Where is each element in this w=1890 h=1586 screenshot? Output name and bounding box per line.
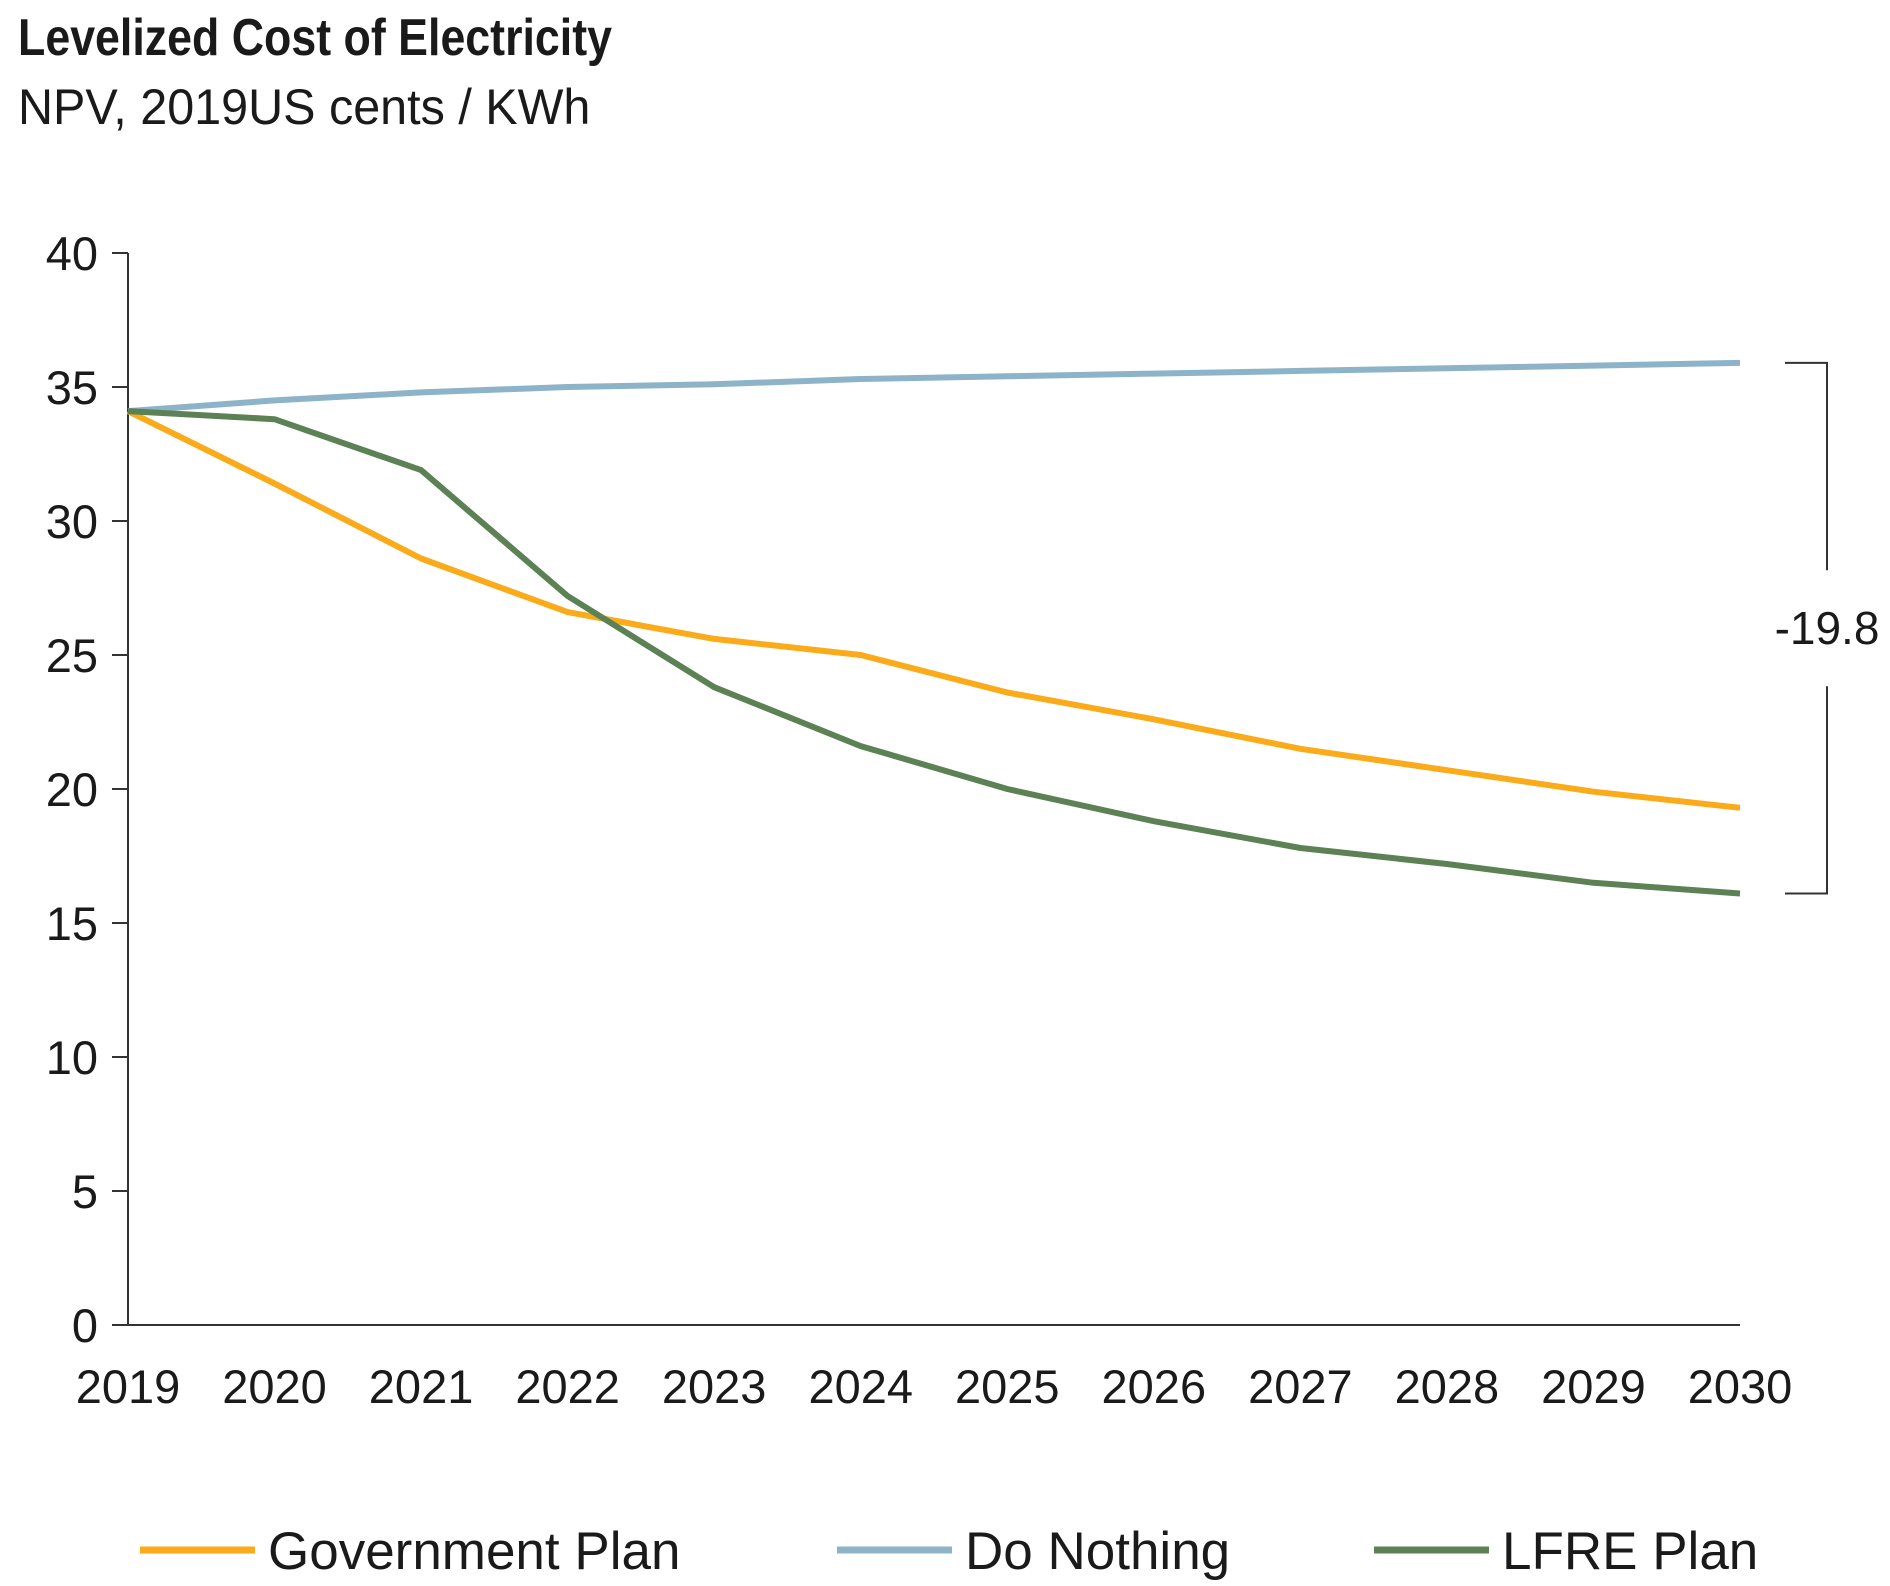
chart-subtitle: NPV, 2019US cents / KWh [18,79,591,135]
chart-title: Levelized Cost of Electricity [18,9,612,67]
x-tick-label-2030: 2030 [1688,1360,1793,1413]
x-tick-label-2023: 2023 [662,1360,767,1413]
x-tick-label-2025: 2025 [955,1360,1060,1413]
y-tick-label-30: 30 [46,495,98,548]
x-tick-label-2019: 2019 [76,1360,181,1413]
x-tick-label-2022: 2022 [515,1360,620,1413]
x-tick-label-2029: 2029 [1541,1360,1646,1413]
legend-label-lfre-plan: LFRE Plan [1502,1522,1758,1581]
series-line-lfre-plan [127,408,1741,897]
series-line-government-plan [126,408,1741,811]
x-tick-label-2028: 2028 [1395,1360,1500,1413]
y-tick-label-25: 25 [46,629,98,682]
legend: Government Plan Do Nothing LFRE Plan [140,1522,1758,1581]
y-tick-label-15: 15 [46,897,98,950]
bracket-upper [1785,361,1828,571]
x-tick-label-2020: 2020 [222,1360,327,1413]
difference-annotation: -19.8 [1775,361,1880,895]
x-tick-label-2027: 2027 [1248,1360,1353,1413]
bracket-lower [1785,686,1828,895]
x-axis-ticks: 2019 2020 2021 2022 2023 2024 2025 2026 2027 2028… [76,1360,1793,1413]
legend-label-do-nothing: Do Nothing [965,1522,1230,1581]
series-lines [126,359,1741,897]
y-axis-ticks: 0 5 10 15 20 25 30 35 40 [46,227,128,1352]
y-tick-label-40: 40 [46,227,98,280]
y-tick-label-10: 10 [46,1031,98,1084]
y-tick-label-35: 35 [46,361,98,414]
y-tick-label-5: 5 [72,1165,98,1218]
series-line-do-nothing [127,359,1741,415]
x-tick-label-2026: 2026 [1102,1360,1207,1413]
y-tick-label-20: 20 [46,763,98,816]
x-tick-label-2024: 2024 [808,1360,913,1413]
axes [127,253,1740,1326]
legend-label-government-plan: Government Plan [268,1522,680,1581]
x-tick-label-2021: 2021 [369,1360,474,1413]
annotation-label: -19.8 [1775,602,1880,654]
y-tick-label-0: 0 [72,1299,98,1352]
